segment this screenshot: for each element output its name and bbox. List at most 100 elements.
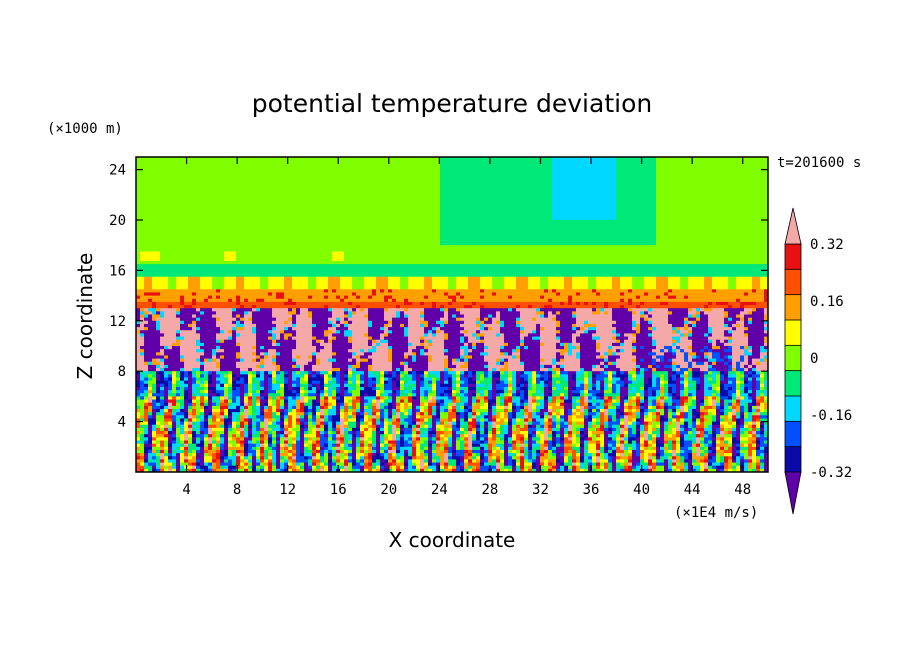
- field-cell: [200, 166, 205, 171]
- field-cell: [568, 191, 573, 196]
- field-cell: [756, 179, 761, 183]
- field-cell: [416, 160, 421, 164]
- field-cell: [400, 191, 405, 196]
- field-cell: [188, 188, 193, 193]
- field-cell: [572, 185, 577, 190]
- field-cell: [152, 185, 157, 190]
- field-cell: [284, 179, 289, 183]
- field-cell: [548, 175, 553, 180]
- field-cell: [200, 185, 205, 190]
- field-cell: [476, 166, 481, 171]
- field-cell: [464, 179, 469, 183]
- field-cell: [236, 166, 241, 171]
- field-cell: [328, 166, 333, 171]
- field-cell: [684, 169, 689, 174]
- field-cell: [736, 185, 741, 190]
- field-cell: [188, 175, 193, 180]
- field-cell: [564, 172, 569, 177]
- field-cell: [468, 188, 473, 193]
- field-cell: [488, 169, 493, 174]
- field-cell: [424, 191, 429, 196]
- field-cell: [200, 169, 205, 174]
- field-cell: [604, 188, 609, 193]
- field-cell: [252, 163, 257, 168]
- field-cell: [712, 157, 717, 161]
- field-cell: [664, 182, 669, 186]
- field-cell: [600, 185, 605, 190]
- field-cell: [544, 179, 549, 183]
- field-cell: [680, 182, 685, 186]
- field-cell: [552, 166, 557, 171]
- field-cell: [420, 169, 425, 174]
- field-cell: [344, 185, 349, 190]
- field-cell: [524, 179, 529, 183]
- field-cell: [504, 185, 509, 190]
- field-cell: [164, 194, 169, 199]
- field-cell: [664, 191, 669, 196]
- field-cell: [616, 185, 621, 190]
- field-cell: [296, 160, 301, 164]
- field-cell: [248, 188, 253, 193]
- field-cell: [272, 191, 277, 196]
- field-cell: [372, 185, 377, 190]
- field-cell: [496, 163, 501, 168]
- field-cell: [264, 163, 269, 168]
- field-cell: [136, 194, 141, 199]
- field-cell: [520, 169, 525, 174]
- field-cell: [364, 166, 369, 171]
- field-cell: [308, 191, 313, 196]
- field-cell: [724, 160, 729, 164]
- field-cell: [360, 166, 365, 171]
- field-cell: [528, 172, 533, 177]
- field-cell: [652, 160, 657, 164]
- field-cell: [148, 179, 153, 183]
- field-cell: [292, 172, 297, 177]
- field-cell: [540, 188, 545, 193]
- field-cell: [532, 166, 537, 171]
- field-cell: [288, 172, 293, 177]
- field-cell: [192, 185, 197, 190]
- field-cell: [348, 175, 353, 180]
- field-cell: [760, 169, 765, 174]
- field-cell: [724, 185, 729, 190]
- field-cell: [388, 163, 393, 168]
- field-cell: [748, 191, 753, 196]
- field-cell: [552, 191, 557, 196]
- field-cell: [404, 191, 409, 196]
- field-cell: [296, 188, 301, 193]
- field-cell: [720, 191, 725, 196]
- field-cell: [260, 169, 265, 174]
- field-cell: [376, 175, 381, 180]
- field-cell: [172, 182, 177, 186]
- field-cell: [164, 175, 169, 180]
- field-cell: [432, 166, 437, 171]
- field-cell: [556, 179, 561, 183]
- field-cell: [396, 169, 401, 174]
- field-cell: [412, 185, 417, 190]
- field-cell: [256, 169, 261, 174]
- field-cell: [744, 157, 749, 161]
- field-cell: [444, 175, 449, 180]
- field-cell: [680, 191, 685, 196]
- field-cell: [144, 172, 149, 177]
- field-cell: [552, 179, 557, 183]
- field-cell: [492, 169, 497, 174]
- field-cell: [296, 163, 301, 168]
- field-cell: [288, 160, 293, 164]
- field-cell: [728, 179, 733, 183]
- field-cell: [240, 175, 245, 180]
- field-cell: [476, 160, 481, 164]
- field-cell: [180, 163, 185, 168]
- field-cell: [624, 188, 629, 193]
- field-cell: [136, 182, 141, 186]
- field-cell: [716, 172, 721, 177]
- field-cell: [684, 172, 689, 177]
- field-cell: [660, 185, 665, 190]
- field-cell: [316, 166, 321, 171]
- field-cell: [200, 160, 205, 164]
- field-cell: [664, 179, 669, 183]
- field-cell: [672, 185, 677, 190]
- field-cell: [280, 191, 285, 196]
- field-cell: [440, 175, 445, 180]
- field-cell: [708, 185, 713, 190]
